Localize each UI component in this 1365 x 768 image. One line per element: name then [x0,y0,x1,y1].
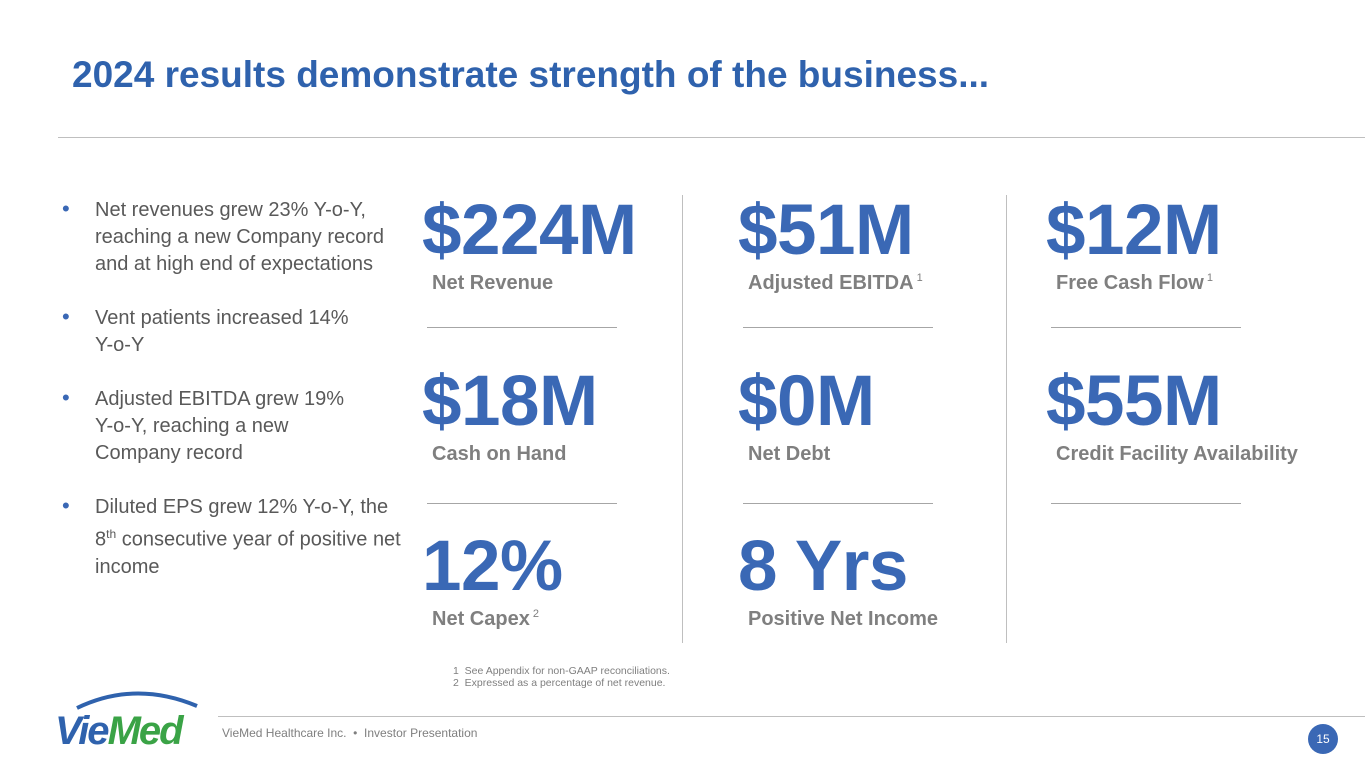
metric-value: 12% [422,527,563,606]
metric-label: Free Cash Flow 1 [1056,272,1222,295]
metric-value: $55M [1046,362,1222,441]
footnote: 1 See Appendix for non-GAAP reconciliati… [453,665,670,677]
metric-label-text: Positive Net Income [748,608,939,630]
metric-label-text: Free Cash Flow [1056,272,1204,294]
bullet-text: Vent patients increased 14% Y-o-Y [95,307,349,356]
metric-label: Net Capex 2 [432,608,563,631]
metric-value: $51M [738,191,914,270]
metric-divider [427,503,617,504]
metric-card: 8 Yrs Positive Net Income [738,531,941,631]
superscript: th [106,527,117,541]
bullet-text: Diluted EPS grew 12% Y-o-Y, the 8 [95,496,389,551]
metric-card: $12M Free Cash Flow 1 [1046,195,1222,295]
footnote-ref: 1 [916,272,923,285]
metric-card: $55M Credit Facility Availability [1046,366,1301,466]
metric-label-text: Adjusted EBITDA [748,272,914,294]
metric-card: $224M Net Revenue [422,195,637,295]
metric-label-text: Net Debt [748,443,831,465]
metric-label-text: Cash on Hand [432,443,567,465]
metric-value: $12M [1046,191,1222,270]
bullet-item: • Adjusted EBITDA grew 19% Y-o-Y, reachin… [62,385,345,464]
metric-label: Positive Net Income [748,608,941,631]
metric-card: $0M Net Debt [738,366,875,466]
metric-divider [1051,503,1241,504]
footer-text: VieMed Healthcare Inc. • Investor Presen… [222,726,478,740]
metric-value: 8 Yrs [738,527,908,606]
footer-divider [218,716,1365,717]
metric-card: 12% Net Capex 2 [422,531,563,631]
footnote: 2 Expressed as a percentage of net reven… [453,677,666,689]
footnote-ref: 2 [532,608,539,621]
page-title: 2024 results demonstrate strength of the… [72,54,990,95]
bullet-text: consecutive year of positive net income [95,528,401,578]
metric-label: Adjusted EBITDA 1 [748,272,923,295]
metric-label: Cash on Hand [432,443,598,466]
metric-label: Net Debt [748,443,875,466]
bullet-text: Adjusted EBITDA grew 19% Y-o-Y, reaching… [95,388,345,464]
metric-value: $224M [422,191,637,270]
footnote-ref: 1 [1206,272,1213,285]
metric-divider [1051,327,1241,328]
column-divider [682,195,683,643]
metric-divider [743,327,933,328]
metric-divider [743,503,933,504]
metric-value: $18M [422,362,598,441]
metric-label: Net Revenue [432,272,637,295]
metric-card: $51M Adjusted EBITDA 1 [738,195,923,295]
bullet-item: • Vent patients increased 14% Y-o-Y [62,304,349,356]
bullet-list: • Net revenues grew 23% Y-o-Y, reaching a… [62,196,402,608]
bullet-item: • Net revenues grew 23% Y-o-Y, reaching a… [62,196,385,275]
bullet-text: Net revenues grew 23% Y-o-Y, reaching a … [95,199,385,275]
page-number: 15 [1308,724,1338,754]
footnotes: 1 See Appendix for non-GAAP reconciliati… [453,665,670,689]
metric-divider [427,327,617,328]
column-divider [1006,195,1007,643]
viemed-logo: VieMed [55,688,200,753]
svg-text:VieMed: VieMed [55,709,185,750]
metric-label-text: Credit Facility Availability [1056,443,1298,465]
metric-value: $0M [738,362,875,441]
title-divider [58,137,1365,138]
bullet-item: • Diluted EPS grew 12% Y-o-Y, the 8th con… [62,493,401,578]
metric-label-text: Net Capex [432,608,530,630]
metric-label-text: Net Revenue [432,272,554,294]
metric-label: Credit Facility Availability [1056,443,1301,466]
metric-card: $18M Cash on Hand [422,366,598,466]
